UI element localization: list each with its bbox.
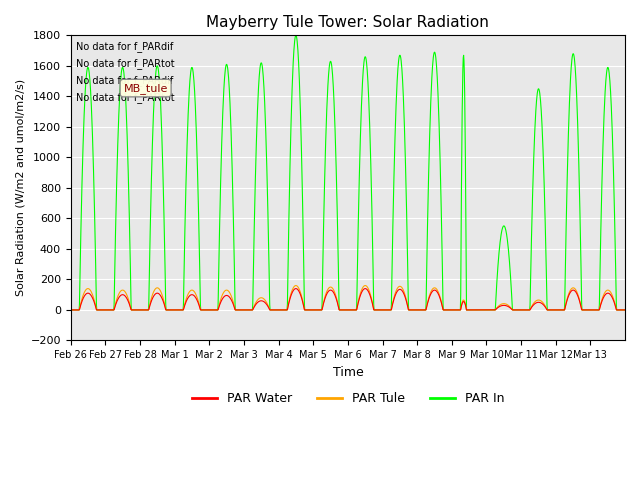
PAR Tule bbox=[292, 283, 300, 288]
PAR Tule bbox=[614, 307, 622, 313]
Text: MB_tule: MB_tule bbox=[124, 83, 168, 94]
PAR Tule bbox=[479, 307, 486, 313]
Text: No data for f_PARdif: No data for f_PARdif bbox=[76, 75, 173, 86]
Text: No data for f_PARtot: No data for f_PARtot bbox=[76, 92, 175, 103]
Legend: PAR Water, PAR Tule, PAR In: PAR Water, PAR Tule, PAR In bbox=[187, 387, 509, 410]
Text: No data for f_PARtot: No data for f_PARtot bbox=[76, 58, 175, 69]
PAR In bbox=[67, 307, 75, 313]
PAR In bbox=[614, 307, 622, 313]
PAR Tule bbox=[621, 307, 629, 313]
PAR Water bbox=[479, 307, 486, 313]
PAR Tule bbox=[67, 307, 75, 313]
PAR In bbox=[333, 226, 341, 232]
PAR Water bbox=[614, 307, 622, 313]
PAR Tule bbox=[323, 288, 331, 294]
PAR Tule bbox=[560, 307, 568, 313]
PAR Water bbox=[292, 286, 300, 291]
PAR Water bbox=[154, 290, 161, 296]
PAR In bbox=[323, 98, 331, 104]
Line: PAR Tule: PAR Tule bbox=[71, 286, 625, 310]
PAR Tule bbox=[333, 300, 341, 305]
PAR Water bbox=[621, 307, 629, 313]
Title: Mayberry Tule Tower: Solar Radiation: Mayberry Tule Tower: Solar Radiation bbox=[207, 15, 490, 30]
PAR In bbox=[154, 63, 161, 69]
PAR In bbox=[479, 307, 486, 313]
Line: PAR In: PAR In bbox=[71, 36, 625, 310]
Y-axis label: Solar Radiation (W/m2 and umol/m2/s): Solar Radiation (W/m2 and umol/m2/s) bbox=[15, 79, 25, 297]
Line: PAR Water: PAR Water bbox=[71, 288, 625, 310]
Text: No data for f_PARdif: No data for f_PARdif bbox=[76, 41, 173, 52]
PAR In bbox=[292, 33, 300, 38]
PAR In bbox=[621, 307, 629, 313]
PAR Water bbox=[67, 307, 75, 313]
PAR In bbox=[560, 307, 568, 313]
PAR Water bbox=[560, 307, 568, 313]
PAR Water bbox=[323, 290, 331, 296]
PAR Water bbox=[333, 300, 341, 306]
PAR Tule bbox=[154, 285, 161, 291]
X-axis label: Time: Time bbox=[333, 366, 364, 379]
